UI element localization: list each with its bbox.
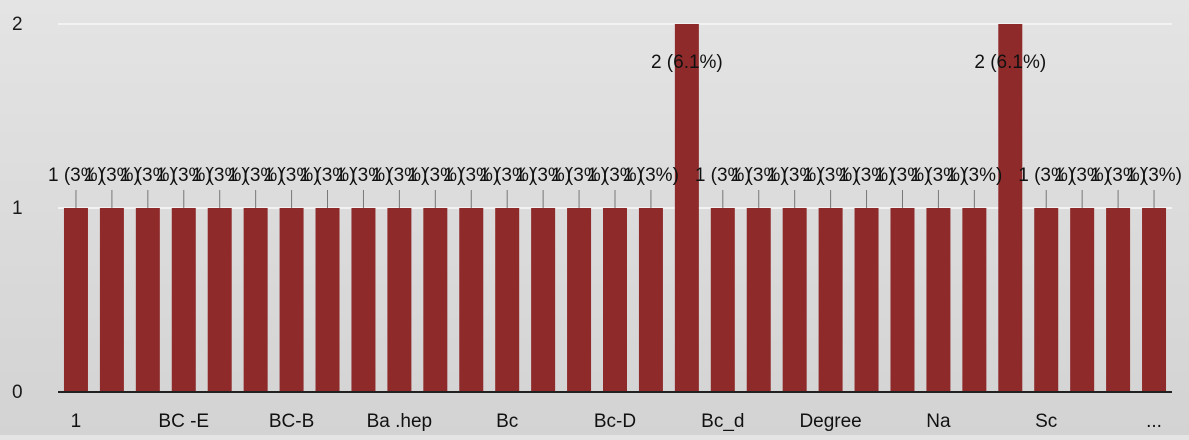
- data-label: 1 (3%): [335, 165, 391, 186]
- data-label: 1 (3%): [120, 165, 176, 186]
- x-tick-label: Bc-D: [594, 411, 636, 432]
- x-tick-label: Ba .hep: [367, 411, 433, 432]
- data-label: 1 (3%): [1054, 165, 1110, 186]
- x-tick-label: BC-B: [269, 411, 314, 432]
- bar: [387, 208, 412, 392]
- data-label: 1 (3%): [407, 165, 463, 186]
- data-label: 1 (3%): [192, 165, 248, 186]
- data-label: 1 (3%): [1126, 165, 1182, 186]
- bar: [818, 208, 843, 392]
- bar: [710, 208, 735, 392]
- bar: [998, 24, 1023, 392]
- x-tick-label: 1: [71, 411, 82, 432]
- bar: [171, 208, 196, 392]
- x-tick-label: Sc: [1035, 411, 1057, 432]
- bar: [135, 208, 160, 392]
- bar: [459, 208, 484, 392]
- data-label: 1 (3%): [371, 165, 427, 186]
- bar: [638, 208, 663, 392]
- data-label: 1 (3%): [731, 165, 787, 186]
- data-label: 1 (3%): [84, 165, 140, 186]
- bar: [782, 208, 807, 392]
- bar: [890, 208, 915, 392]
- data-label: 2 (6.1%): [651, 52, 723, 73]
- bar: [207, 208, 232, 392]
- x-tick-label: BC -E: [158, 411, 209, 432]
- bar: [926, 208, 951, 392]
- bar: [495, 208, 520, 392]
- data-label: 1 (3%): [264, 165, 320, 186]
- data-label: 1 (3%): [48, 165, 104, 186]
- data-label: 1 (3%): [946, 165, 1002, 186]
- data-label: 1 (3%): [156, 165, 212, 186]
- data-label: 1 (3%): [839, 165, 895, 186]
- bar: [1106, 208, 1131, 392]
- data-label: 1 (3%): [767, 165, 823, 186]
- y-tick-label: 1: [12, 198, 23, 219]
- bar: [854, 208, 879, 392]
- x-tick-label: ...: [1146, 411, 1162, 432]
- data-label: 1 (3%): [623, 165, 679, 186]
- data-label: 1 (3%): [1090, 165, 1146, 186]
- bar: [279, 208, 304, 392]
- bar: [962, 208, 987, 392]
- bar: [99, 208, 124, 392]
- x-tick-label: Na: [926, 411, 951, 432]
- bar: [1142, 208, 1167, 392]
- x-tick-label: Bc: [496, 411, 518, 432]
- x-tick-label: Bc_d: [701, 411, 744, 432]
- data-label: 1 (3%): [443, 165, 499, 186]
- data-label: 1 (3%): [551, 165, 607, 186]
- y-tick-label: 2: [12, 14, 23, 35]
- x-tick-label: Degree: [799, 411, 861, 432]
- data-label: 1 (3%): [910, 165, 966, 186]
- data-label: 1 (3%): [874, 165, 930, 186]
- bar: [351, 208, 376, 392]
- bar: [423, 208, 448, 392]
- bar: [603, 208, 627, 392]
- bar: [63, 208, 88, 392]
- bar: [674, 24, 699, 392]
- bar: [243, 208, 268, 392]
- data-label: 1 (3%): [515, 165, 571, 186]
- data-label: 1 (3%): [587, 165, 643, 186]
- data-label: 1 (3%): [300, 165, 356, 186]
- data-label: 1 (3%): [803, 165, 859, 186]
- bar: [315, 208, 340, 392]
- bar: [1070, 208, 1095, 392]
- bar: [531, 208, 556, 392]
- data-label: 1 (3%): [228, 165, 284, 186]
- data-label: 1 (3%): [695, 165, 751, 186]
- y-tick-label: 0: [12, 382, 23, 403]
- bar: [1034, 208, 1059, 392]
- bar: [746, 208, 771, 392]
- data-label: 2 (6.1%): [974, 52, 1046, 73]
- data-label: 1 (3%): [479, 165, 535, 186]
- data-label: 1 (3%): [1018, 165, 1074, 186]
- bar: [567, 208, 592, 392]
